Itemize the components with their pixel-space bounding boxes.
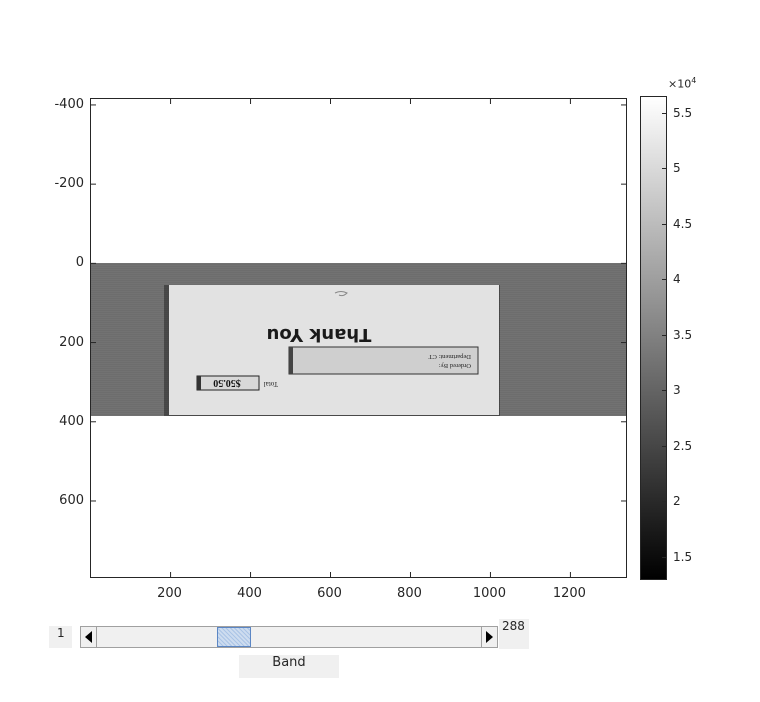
y-tick-label: 400 [59, 413, 84, 429]
band-label: Band [239, 655, 339, 678]
slider-thumb[interactable] [217, 627, 251, 647]
colorbar-tick-label: 5.5 [673, 105, 693, 120]
colorbar-tick-label: 2.5 [673, 438, 693, 453]
image-canvas: Thank You Department: CT Ordered By: $50… [91, 99, 626, 577]
slider-right-arrow-button[interactable] [481, 627, 497, 647]
colorbar-tick-label: 2 [673, 494, 681, 509]
image-axes[interactable]: Thank You Department: CT Ordered By: $50… [90, 98, 627, 578]
colorbar-tick-mark [662, 556, 666, 558]
ordered-by-box [288, 346, 479, 375]
x-tick-label: 600 [317, 586, 342, 601]
colorbar-tick-mark [662, 445, 666, 447]
slider-left-arrow-button[interactable] [81, 627, 97, 647]
y-tick-label: -400 [54, 96, 84, 112]
y-tick-label: 600 [59, 492, 84, 508]
colorbar-tick-label: 3.5 [673, 327, 693, 342]
colorbar-exponent-base: ×10 [668, 77, 692, 91]
colorbar-tick-mark [662, 279, 666, 281]
y-tick-label: 200 [59, 334, 84, 350]
x-tick-label: 1200 [552, 586, 586, 601]
total-value-text: $50.50 [213, 377, 241, 388]
colorbar-tick-label: 4 [673, 272, 681, 287]
colorbar-tick-label: 5 [673, 161, 681, 176]
arrow-left-icon [85, 631, 92, 643]
slider-max-label: 288 [499, 619, 529, 649]
band-slider[interactable] [80, 626, 498, 648]
colorbar-exponent-power: 4 [691, 76, 697, 85]
colorbar-tick-label: 3 [673, 383, 681, 398]
x-tick-label: 400 [237, 586, 262, 601]
ordered-by-text: Ordered By: [438, 362, 471, 369]
colorbar-tick-mark [662, 112, 666, 114]
tick-marks [91, 99, 626, 577]
y-tick-label: 0 [75, 255, 84, 271]
slider-min-label: 1 [49, 626, 72, 648]
colorbar-tick-mark [662, 390, 666, 392]
x-tick-label: 200 [157, 586, 182, 601]
department-text: Department: CT [429, 353, 471, 360]
colorbar-tick-label: 4.5 [673, 216, 693, 231]
colorbar-tick-label: 1.5 [673, 549, 693, 564]
y-tick-label: -200 [54, 176, 84, 192]
colorbar-tick-mark [662, 168, 666, 170]
x-tick-label: 1000 [472, 586, 506, 601]
colorbar[interactable] [640, 96, 667, 580]
colorbar-exponent: ×104 [668, 76, 696, 91]
total-label-text: Total [264, 380, 278, 388]
colorbar-tick-mark [662, 501, 666, 503]
x-tick-label: 800 [397, 586, 422, 601]
colorbar-tick-mark [662, 334, 666, 336]
colorbar-tick-mark [662, 223, 666, 225]
band-image: Thank You Department: CT Ordered By: $50… [91, 263, 626, 416]
receipt-heading: Thank You [267, 324, 372, 345]
arrow-right-icon [486, 631, 493, 643]
